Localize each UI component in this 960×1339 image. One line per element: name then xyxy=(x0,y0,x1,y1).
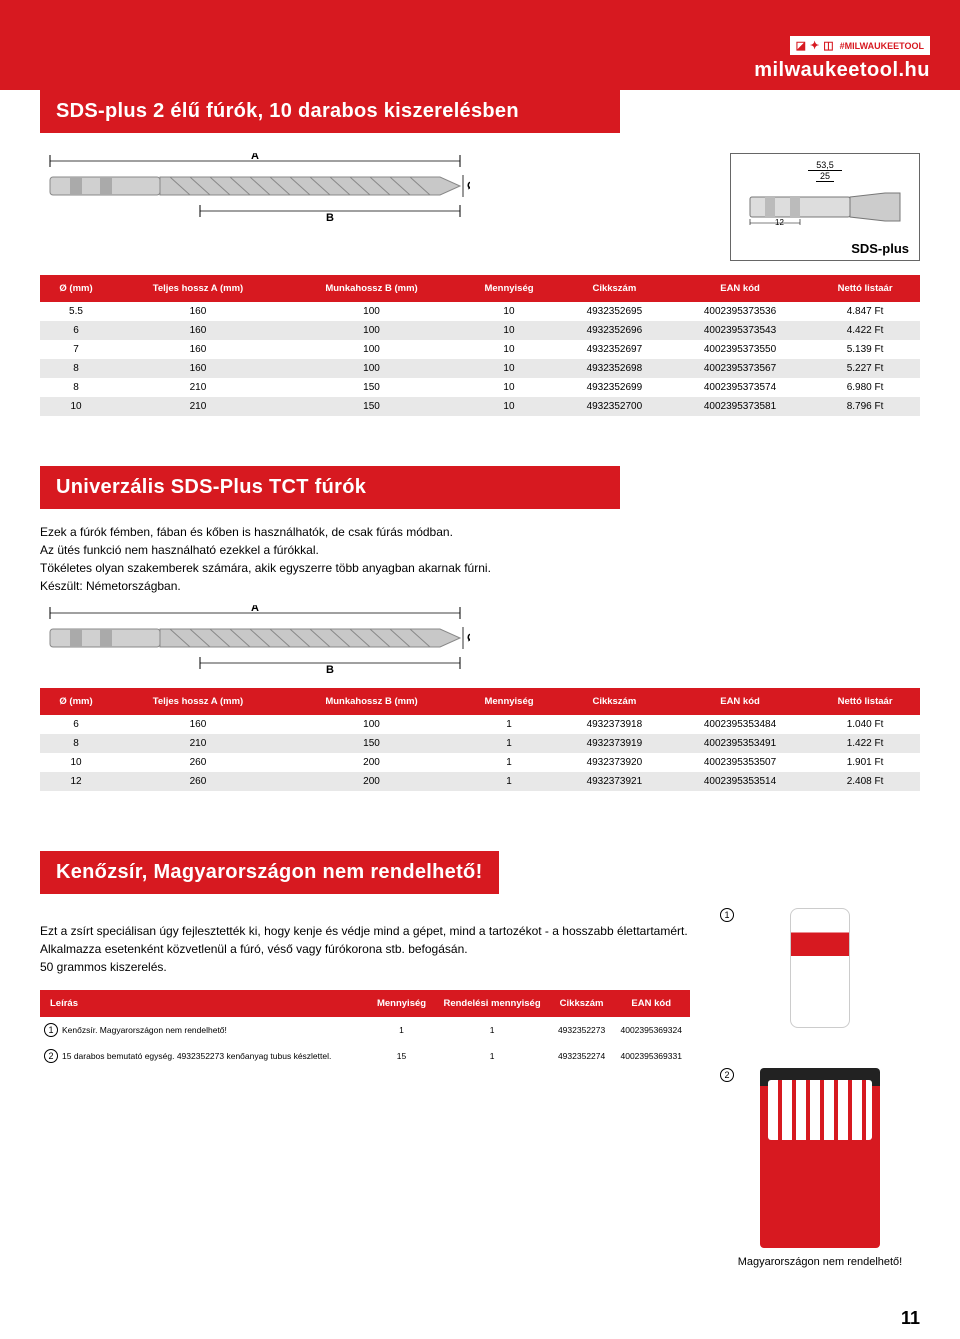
table-row: 82101501493237391940023953534911.422 Ft xyxy=(40,734,920,753)
column-header: Ø (mm) xyxy=(40,275,112,302)
column-header: Nettó listaár xyxy=(810,275,920,302)
product-images: 1 2 Magyarországon nem rendelhető! xyxy=(720,908,920,1268)
table-row: 1Kenőzsír. Magyarországon nem rendelhető… xyxy=(40,1017,690,1043)
instagram-icon: ◫ xyxy=(823,39,833,52)
section2-desc: Ezek a fúrók fémben, fában és kőben is h… xyxy=(40,523,920,595)
section1-title: SDS-plus 2 élű fúrók, 10 darabos kiszere… xyxy=(40,90,620,133)
table-row: 1021015010493235270040023953735818.796 F… xyxy=(40,397,920,416)
table-row: 616010010493235269640023953735434.422 Ft xyxy=(40,321,920,340)
column-header: EAN kód xyxy=(612,990,690,1017)
column-header: EAN kód xyxy=(670,275,810,302)
section2-table: Ø (mm)Teljes hossz A (mm)Munkahossz B (m… xyxy=(40,688,920,791)
hashtag-text: #MILWAUKEETOOL xyxy=(840,41,924,51)
row-number-badge: 2 xyxy=(44,1049,58,1063)
display-box-image xyxy=(760,1068,880,1248)
page-number: 11 xyxy=(0,1288,960,1339)
column-header: Mennyiség xyxy=(459,275,559,302)
section3-table: LeírásMennyiségRendelési mennyiségCikksz… xyxy=(40,990,690,1069)
sds-label: SDS-plus xyxy=(741,241,909,256)
drill-diagram-2: A Ø B xyxy=(40,605,920,680)
svg-text:A: A xyxy=(251,605,259,614)
hashtag-badge: ◪ ✦ ◫ #MILWAUKEETOOL xyxy=(790,36,930,55)
column-header: Teljes hossz A (mm) xyxy=(112,688,284,715)
svg-text:Ø: Ø xyxy=(467,180,470,192)
svg-text:12: 12 xyxy=(775,218,784,227)
column-header: EAN kód xyxy=(670,688,810,715)
column-header: Leírás xyxy=(40,990,370,1017)
svg-text:B: B xyxy=(326,212,334,223)
table-row: 61601001493237391840023953534841.040 Ft xyxy=(40,715,920,734)
table-row: 816010010493235269840023953735675.227 Ft xyxy=(40,359,920,378)
table-row: 5.516010010493235269540023953735364.847 … xyxy=(40,302,920,321)
column-header: Nettó listaár xyxy=(810,688,920,715)
section3-desc: Ezt a zsírt speciálisan úgy fejlesztetté… xyxy=(40,922,690,976)
column-header: Mennyiség xyxy=(370,990,434,1017)
domain-text: milwaukeetool.hu xyxy=(754,59,930,82)
table-row: 122602001493237392140023953535142.408 Ft xyxy=(40,772,920,791)
column-header: Teljes hossz A (mm) xyxy=(112,275,284,302)
facebook-icon: ◪ xyxy=(796,39,806,52)
section2-title: Univerzális SDS-Plus TCT fúrók xyxy=(40,466,620,509)
column-header: Munkahossz B (mm) xyxy=(284,688,459,715)
table-row: 102602001493237392040023953535071.901 Ft xyxy=(40,753,920,772)
row-number-badge: 1 xyxy=(44,1023,58,1037)
table-row: 215 darabos bemutató egység. 4932352273 … xyxy=(40,1043,690,1069)
column-header: Cikkszám xyxy=(551,990,613,1017)
drill-diagram-1: A Ø xyxy=(40,153,690,228)
column-header: Rendelési mennyiség xyxy=(433,990,550,1017)
section3-title: Kenőzsír, Magyarországon nem rendelhető! xyxy=(40,851,499,894)
grease-tube-image xyxy=(790,908,850,1028)
product-caption: Magyarországon nem rendelhető! xyxy=(720,1256,920,1268)
svg-text:Ø: Ø xyxy=(467,632,470,644)
section1-table: Ø (mm)Teljes hossz A (mm)Munkahossz B (m… xyxy=(40,275,920,416)
column-header: Cikkszám xyxy=(559,275,670,302)
twitter-icon: ✦ xyxy=(810,39,819,52)
column-header: Cikkszám xyxy=(559,688,670,715)
sds-shank-box: 53,5 25 12 SDS-plus xyxy=(730,153,920,261)
svg-text:B: B xyxy=(326,664,334,675)
column-header: Munkahossz B (mm) xyxy=(284,275,459,302)
table-row: 821015010493235269940023953735746.980 Ft xyxy=(40,378,920,397)
page-header: ◪ ✦ ◫ #MILWAUKEETOOL milwaukeetool.hu xyxy=(0,0,960,90)
table-row: 716010010493235269740023953735505.139 Ft xyxy=(40,340,920,359)
column-header: Ø (mm) xyxy=(40,688,112,715)
svg-text:A: A xyxy=(251,153,259,162)
column-header: Mennyiség xyxy=(459,688,559,715)
